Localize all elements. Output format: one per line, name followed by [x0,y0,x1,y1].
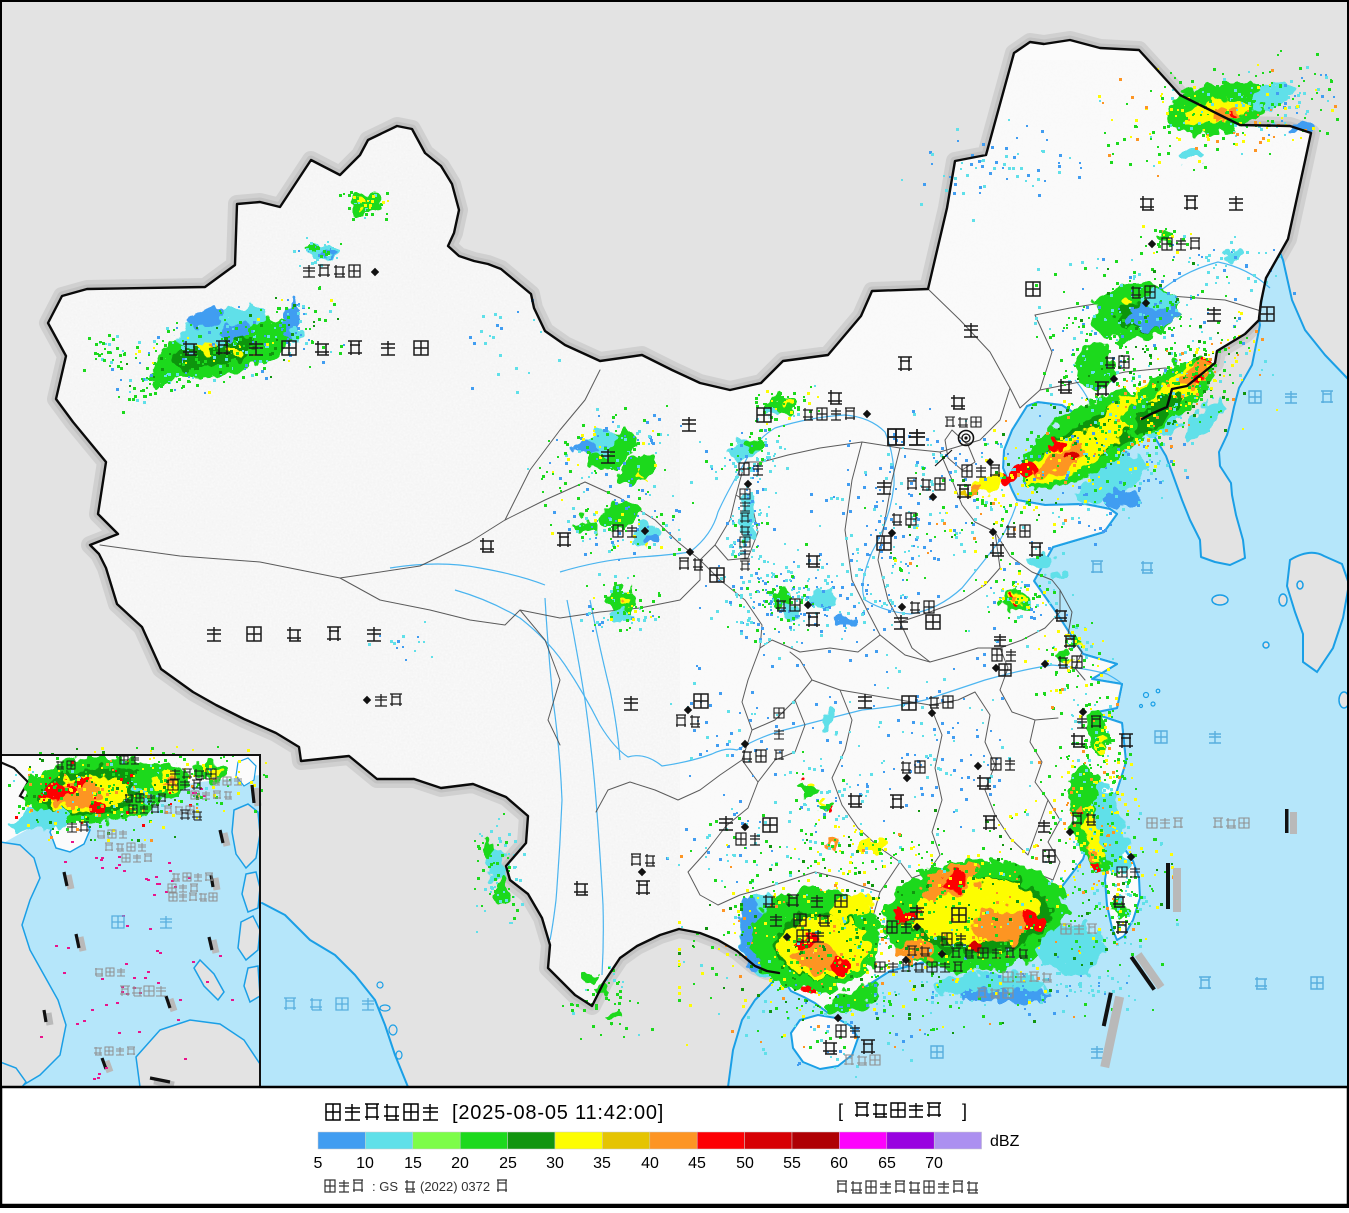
svg-text:[2025-08-05 11:42:00]: [2025-08-05 11:42:00] [452,1102,664,1124]
svg-text:5: 5 [314,1155,323,1172]
svg-text:]: ] [962,1101,967,1121]
svg-text:65: 65 [878,1155,896,1172]
svg-text:50: 50 [736,1155,754,1172]
svg-text:45: 45 [688,1155,706,1172]
svg-text:40: 40 [641,1155,659,1172]
svg-text:10: 10 [356,1155,374,1172]
svg-text:55: 55 [783,1155,801,1172]
svg-text:35: 35 [593,1155,611,1172]
svg-text:60: 60 [830,1155,848,1172]
svg-text:: GS: : GS [372,1179,398,1194]
svg-text:(2022) 0372: (2022) 0372 [420,1179,490,1194]
svg-text:70: 70 [925,1155,943,1172]
svg-text:15: 15 [404,1155,422,1172]
svg-text:20: 20 [451,1155,469,1172]
svg-text:30: 30 [546,1155,564,1172]
svg-text:25: 25 [499,1155,517,1172]
svg-text:[: [ [838,1101,843,1121]
svg-text:dBZ: dBZ [990,1133,1020,1150]
